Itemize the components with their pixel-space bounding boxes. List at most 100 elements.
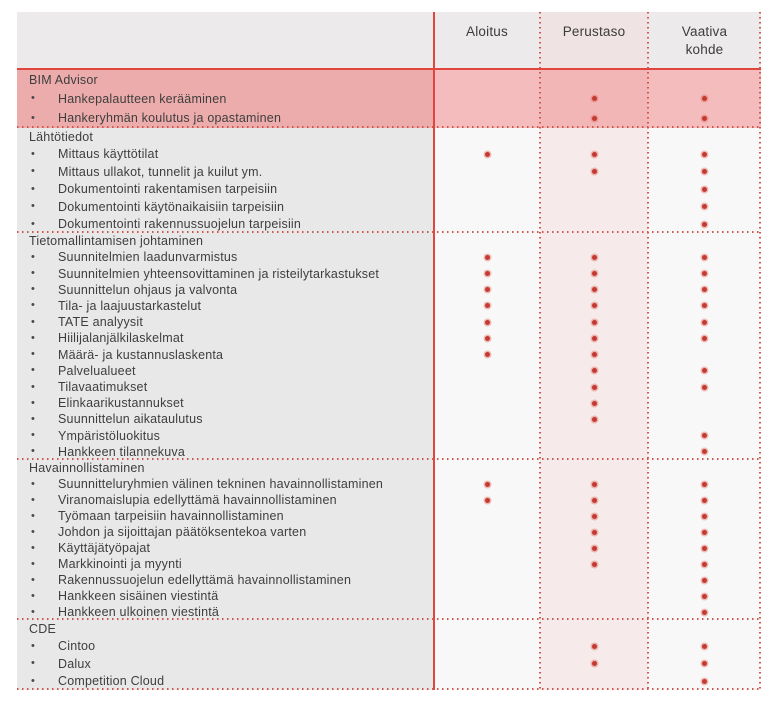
service-dot-icon	[591, 96, 597, 102]
mark-cell-filled	[648, 249, 761, 266]
table-row-label: • Hiilijalanjälkilaskelmat	[17, 330, 434, 347]
mark-cell-filled	[648, 330, 761, 347]
bullet-icon: •	[31, 541, 36, 554]
mark-cell-empty	[648, 411, 761, 428]
mark-cell-filled	[648, 476, 761, 492]
service-dot-icon	[591, 400, 597, 406]
service-dot-icon	[702, 335, 707, 341]
row-label-text: Hankeryhmän koulutus ja opastaminen	[58, 111, 282, 126]
mark-cell-filled	[434, 330, 540, 347]
mark-cell-empty	[434, 572, 540, 588]
mark-cell-filled	[540, 556, 648, 572]
table-row-label: • Määrä- ja kustannuslaskenta	[17, 346, 434, 363]
mark-cell-filled	[648, 378, 761, 396]
service-dot-icon	[591, 169, 597, 175]
mark-cell-empty	[434, 637, 540, 655]
mark-cell-filled	[540, 89, 648, 109]
table-body: BIM Advisor • Hankepalautteen kerääminen • H…	[17, 70, 761, 690]
mark-cell-empty	[540, 233, 648, 250]
mark-cell-filled	[648, 180, 761, 198]
row-label-text: Hankkeen tilannekuva	[58, 444, 185, 459]
row-label-text: Suunnitteluryhmien välinen tekninen hava…	[58, 477, 384, 491]
bullet-icon: •	[31, 573, 36, 586]
mark-cell-empty	[434, 233, 540, 250]
mark-cell-filled	[648, 492, 761, 508]
mark-cell-filled	[648, 198, 761, 216]
mark-cell-empty	[434, 362, 540, 379]
table-row-label: • Hankkeen sisäinen viestintä	[17, 588, 434, 604]
table-row-label: • Ympäristöluokitus	[17, 427, 434, 444]
service-dot-icon	[591, 254, 597, 260]
mark-cell-empty	[540, 604, 648, 620]
mark-cell-empty	[540, 198, 648, 216]
bullet-icon: •	[31, 250, 36, 263]
mark-cell-empty	[434, 411, 540, 428]
table-row-label: • Cintoo	[17, 637, 434, 655]
mark-cell-empty	[434, 588, 540, 604]
service-dot-icon	[591, 335, 597, 341]
service-dot-icon	[591, 287, 597, 293]
bullet-icon: •	[31, 589, 36, 602]
mark-cell-filled	[540, 346, 648, 363]
header-col-label: Perustaso	[562, 24, 626, 39]
mark-cell-filled	[540, 265, 648, 282]
table-row-label: • Hankkeen tilannekuva	[17, 443, 434, 460]
mark-cell-empty	[434, 378, 540, 396]
table-row-label: • TATE analyysit	[17, 314, 434, 331]
service-dot-icon	[702, 151, 707, 157]
service-dot-icon	[702, 513, 707, 519]
mark-cell-empty	[540, 427, 648, 444]
mark-cell-filled	[648, 362, 761, 379]
row-label-text: Suunnitelmien laadunvarmistus	[58, 250, 238, 265]
header-col-label: Vaativa kohde	[681, 24, 728, 57]
bullet-icon: •	[31, 331, 36, 344]
table-row-label: • Tila- ja laajuustarkastelut	[17, 297, 434, 315]
bullet-icon: •	[31, 217, 36, 230]
mark-cell-filled	[540, 378, 648, 396]
row-label-text: Dokumentointi rakentamisen tarpeisiin	[58, 182, 278, 197]
mark-cell-empty	[434, 163, 540, 181]
section-4: CDE • Cintoo • Dalux • Competition Cloud	[17, 620, 761, 690]
table-row-label: • Käyttäjätyöpajat	[17, 540, 434, 556]
section-0: BIM Advisor • Hankepalautteen kerääminen • H…	[17, 70, 761, 128]
table-row-label: • Markkinointi ja myynti	[17, 556, 434, 572]
bullet-icon: •	[31, 557, 36, 570]
table-row-label: • Viranomaislupia edellyttämä havainnolli…	[17, 492, 434, 508]
mark-cell-filled	[434, 476, 540, 492]
section-2: Tietomallintamisen johtaminen • Suunnitelm…	[17, 233, 761, 460]
bullet-icon: •	[31, 380, 36, 393]
table-row-label: • Hankepalautteen kerääminen	[17, 89, 434, 109]
row-label-text: Mittaus käyttötilat	[58, 147, 159, 162]
service-dot-icon	[702, 561, 707, 567]
mark-cell-filled	[648, 540, 761, 556]
row-label-text: Ympäristöluokitus	[58, 428, 161, 443]
mark-cell-filled	[540, 108, 648, 128]
service-dot-icon	[591, 513, 597, 519]
service-dot-icon	[702, 368, 707, 374]
mark-cell-filled	[540, 395, 648, 412]
mark-cell-filled	[648, 604, 761, 620]
table-row-label: • Dokumentointi rakennussuojelun tarpeisi…	[17, 215, 434, 233]
row-label-text: Työmaan tarpeisiin havainnollistaminen	[58, 509, 284, 523]
service-dot-icon	[702, 221, 707, 227]
mark-cell-filled	[648, 508, 761, 524]
header-label-spacer	[17, 12, 434, 70]
mark-cell-filled	[648, 314, 761, 331]
service-dot-icon	[702, 319, 707, 325]
table-row-label: • Tilavaatimukset	[17, 378, 434, 396]
mark-cell-filled	[648, 655, 761, 673]
mark-cell-empty	[540, 588, 648, 604]
row-label-text: TATE analyysit	[58, 315, 143, 330]
table-row-label: • Hankeryhmän koulutus ja opastaminen	[17, 108, 434, 128]
service-dot-icon	[591, 303, 597, 309]
mark-cell-filled	[434, 492, 540, 508]
bullet-icon: •	[31, 525, 36, 538]
service-dot-icon	[591, 481, 597, 487]
service-dot-icon	[702, 169, 707, 175]
table-row-label: • Mittaus ullakot, tunnelit ja kuilut ym.	[17, 163, 434, 181]
mark-cell-empty	[434, 655, 540, 673]
table-row-label: • Suunnitelmien laadunvarmistus	[17, 249, 434, 266]
mark-cell-empty	[434, 604, 540, 620]
mark-cell-empty	[434, 443, 540, 460]
service-dot-icon	[702, 481, 707, 487]
